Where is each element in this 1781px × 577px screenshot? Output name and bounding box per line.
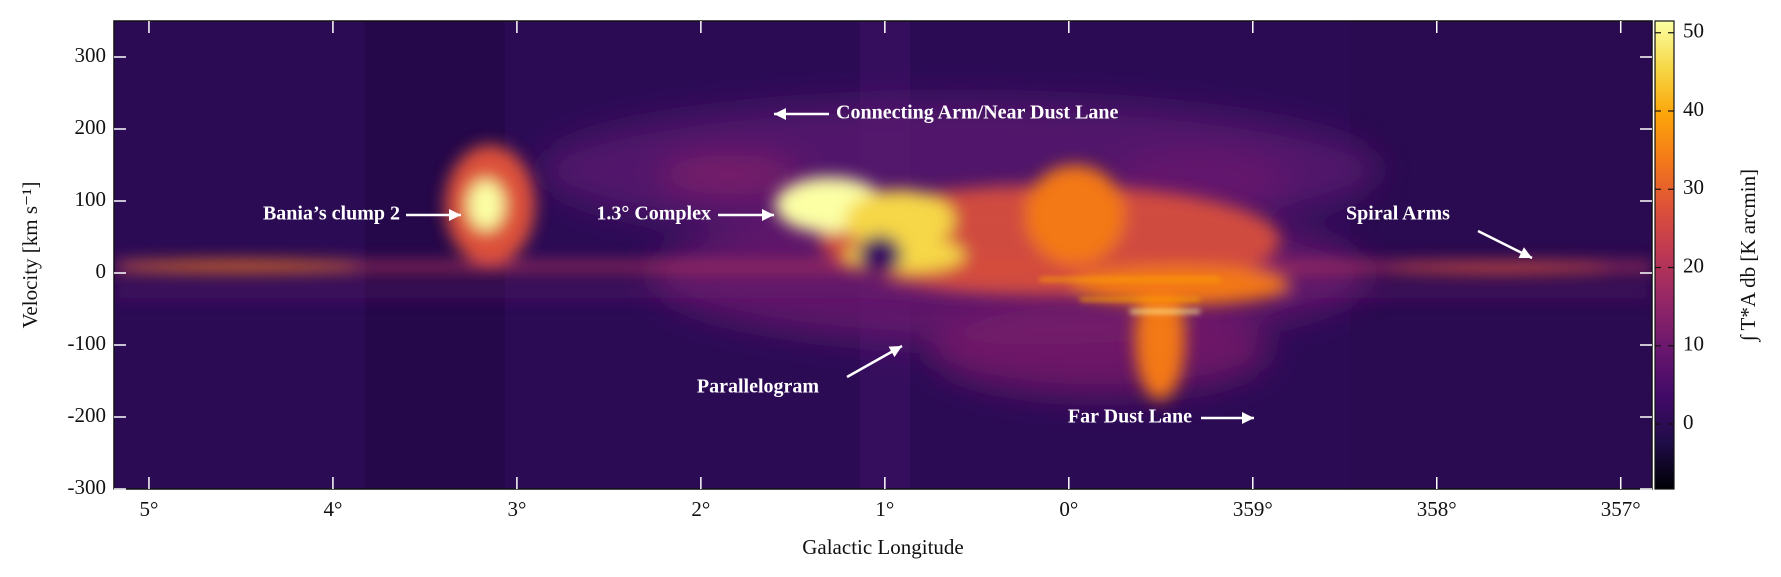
annotation: Far Dust Lane [1068, 406, 1192, 428]
annotation-arrowhead [774, 108, 786, 120]
colorbar-tick-label: 30 [1683, 175, 1704, 199]
x-tick-label: 0° [1059, 497, 1078, 521]
y-tick-label: -300 [68, 475, 107, 499]
x-axis-label: Galactic Longitude [802, 535, 964, 559]
plot-frame [113, 20, 1653, 490]
y-tick-label: 100 [75, 187, 107, 211]
emission-features [114, 145, 1652, 400]
x-tick-label: 5° [140, 497, 159, 521]
annotation-arrowhead [762, 209, 774, 221]
y-tick-label: -100 [68, 331, 107, 355]
colorbar-tick-label: 40 [1683, 97, 1704, 121]
emission-map [114, 21, 1652, 489]
y-tick-label: 200 [75, 115, 107, 139]
annotation-arrowhead [888, 346, 902, 358]
annotation-arrowhead [449, 209, 461, 221]
annotation: Spiral Arms [1346, 203, 1450, 225]
y-tick-label: 300 [75, 43, 107, 67]
annotation: Connecting Arm/Near Dust Lane [836, 102, 1119, 124]
colorbar-tick-label: 0 [1683, 410, 1694, 434]
emission-streaks [1040, 278, 1220, 313]
y-tick-label: 0 [96, 259, 107, 283]
annotation-arrowhead [1518, 247, 1532, 258]
x-tick-label: 1° [875, 497, 894, 521]
annotation: Bania’s clump 2 [263, 203, 400, 225]
x-tick-label: 359° [1233, 497, 1273, 521]
y-tick-label: -200 [68, 403, 107, 427]
x-tick-label: 358° [1417, 497, 1457, 521]
colorbar [1654, 20, 1675, 490]
annotation-arrowhead [1242, 412, 1254, 424]
x-tick-label: 2° [691, 497, 710, 521]
map-background [1350, 21, 1652, 489]
x-tick-label: 4° [323, 497, 342, 521]
annotation: Parallelogram [697, 376, 820, 398]
colorbar-tick-label: 10 [1683, 332, 1704, 356]
y-axis-label: Velocity [km s⁻¹] [18, 182, 42, 329]
annotation: 1.3° Complex [596, 203, 711, 225]
colorbar-label: ∫ T*A db [K arcmin] [1736, 169, 1761, 343]
x-tick-label: 357° [1601, 497, 1641, 521]
colorbar-tick-label: 20 [1683, 253, 1704, 277]
colorbar-tick-label: 50 [1683, 19, 1704, 43]
x-tick-label: 3° [507, 497, 526, 521]
